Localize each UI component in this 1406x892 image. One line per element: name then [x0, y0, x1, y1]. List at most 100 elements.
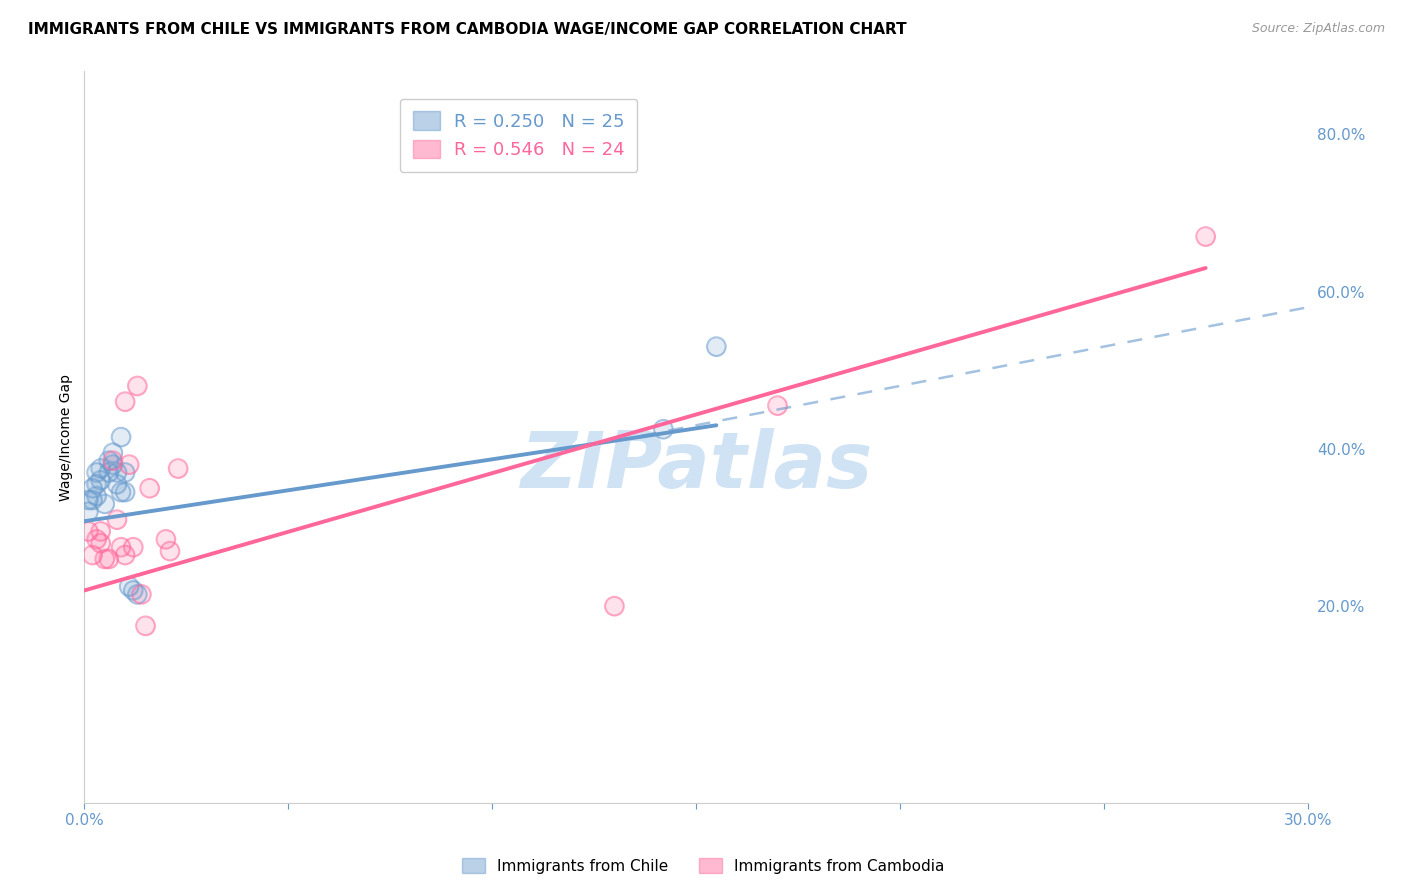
Point: [110, 485, 132, 500]
Point: [97, 466, 120, 480]
Text: IMMIGRANTS FROM CHILE VS IMMIGRANTS FROM CAMBODIA WAGE/INCOME GAP CORRELATION CH: IMMIGRANTS FROM CHILE VS IMMIGRANTS FROM…: [28, 22, 907, 37]
Point: [97, 552, 120, 566]
Point: [652, 422, 675, 436]
Point: [114, 466, 136, 480]
Point: [118, 458, 141, 472]
Point: [155, 533, 177, 547]
Point: [766, 399, 789, 413]
Point: [105, 477, 128, 491]
Point: [77, 493, 100, 508]
Point: [101, 453, 124, 467]
Point: [86, 466, 108, 480]
Y-axis label: Wage/Income Gap: Wage/Income Gap: [59, 374, 73, 500]
Point: [131, 587, 153, 601]
Point: [118, 580, 141, 594]
Point: [603, 599, 626, 614]
Text: ZIPatlas: ZIPatlas: [520, 428, 872, 504]
Point: [90, 461, 112, 475]
Point: [159, 544, 181, 558]
Point: [97, 552, 120, 566]
Point: [118, 458, 141, 472]
Point: [101, 446, 124, 460]
Point: [77, 505, 100, 519]
Point: [86, 477, 108, 491]
Point: [82, 493, 104, 508]
Point: [135, 619, 157, 633]
Point: [90, 461, 112, 475]
Point: [131, 587, 153, 601]
Point: [114, 466, 136, 480]
Legend: Immigrants from Chile, Immigrants from Cambodia: Immigrants from Chile, Immigrants from C…: [456, 852, 950, 880]
Point: [167, 461, 190, 475]
Point: [706, 340, 728, 354]
Point: [77, 524, 100, 539]
Point: [101, 458, 124, 472]
Point: [82, 493, 104, 508]
Point: [105, 513, 128, 527]
Point: [105, 477, 128, 491]
Point: [90, 524, 112, 539]
Point: [93, 497, 117, 511]
Point: [77, 524, 100, 539]
Point: [127, 587, 149, 601]
Point: [86, 466, 108, 480]
Point: [167, 461, 190, 475]
Point: [603, 599, 626, 614]
Point: [86, 489, 108, 503]
Point: [706, 340, 728, 354]
Point: [86, 477, 108, 491]
Point: [114, 485, 136, 500]
Point: [105, 513, 128, 527]
Point: [90, 536, 112, 550]
Point: [82, 548, 104, 562]
Point: [86, 533, 108, 547]
Point: [122, 583, 145, 598]
Point: [122, 583, 145, 598]
Point: [90, 473, 112, 487]
Point: [105, 466, 128, 480]
Point: [101, 453, 124, 467]
Point: [86, 489, 108, 503]
Point: [77, 493, 100, 508]
Point: [90, 524, 112, 539]
Point: [77, 505, 100, 519]
Point: [90, 473, 112, 487]
Point: [82, 548, 104, 562]
Point: [90, 536, 112, 550]
Point: [105, 466, 128, 480]
Text: Source: ZipAtlas.com: Source: ZipAtlas.com: [1251, 22, 1385, 36]
Point: [114, 485, 136, 500]
Point: [766, 399, 789, 413]
Point: [135, 619, 157, 633]
Point: [138, 481, 160, 495]
Point: [652, 422, 675, 436]
Point: [159, 544, 181, 558]
Point: [110, 540, 132, 554]
Point: [110, 430, 132, 444]
Point: [114, 548, 136, 562]
Point: [93, 552, 117, 566]
Point: [93, 552, 117, 566]
Point: [110, 485, 132, 500]
Point: [82, 481, 104, 495]
Point: [122, 540, 145, 554]
Point: [122, 540, 145, 554]
Point: [101, 458, 124, 472]
Point: [155, 533, 177, 547]
Point: [114, 548, 136, 562]
Point: [86, 533, 108, 547]
Point: [110, 540, 132, 554]
Point: [1195, 229, 1218, 244]
Point: [118, 580, 141, 594]
Point: [138, 481, 160, 495]
Point: [101, 446, 124, 460]
Point: [127, 379, 149, 393]
Point: [127, 587, 149, 601]
Point: [114, 394, 136, 409]
Point: [97, 453, 120, 467]
Point: [93, 497, 117, 511]
Point: [127, 379, 149, 393]
Point: [1195, 229, 1218, 244]
Point: [110, 430, 132, 444]
Legend: R = 0.250   N = 25, R = 0.546   N = 24: R = 0.250 N = 25, R = 0.546 N = 24: [399, 99, 637, 171]
